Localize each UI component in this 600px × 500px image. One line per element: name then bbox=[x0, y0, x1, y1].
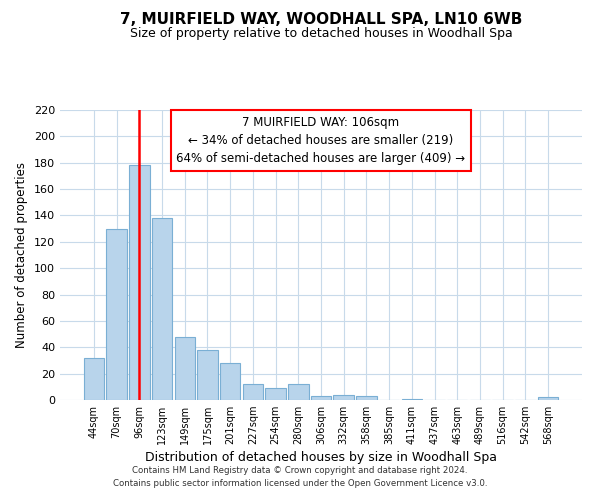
Bar bbox=[356, 396, 377, 400]
Bar bbox=[106, 228, 127, 400]
Bar bbox=[129, 166, 149, 400]
Bar bbox=[175, 336, 195, 400]
Bar bbox=[84, 358, 104, 400]
Bar bbox=[401, 398, 422, 400]
Bar bbox=[538, 398, 558, 400]
Bar bbox=[152, 218, 172, 400]
Bar bbox=[220, 363, 241, 400]
Y-axis label: Number of detached properties: Number of detached properties bbox=[16, 162, 28, 348]
Bar bbox=[265, 388, 286, 400]
Text: 7 MUIRFIELD WAY: 106sqm
← 34% of detached houses are smaller (219)
64% of semi-d: 7 MUIRFIELD WAY: 106sqm ← 34% of detache… bbox=[176, 116, 466, 165]
Bar bbox=[242, 384, 263, 400]
Text: Size of property relative to detached houses in Woodhall Spa: Size of property relative to detached ho… bbox=[130, 28, 512, 40]
Bar bbox=[311, 396, 331, 400]
Bar bbox=[197, 350, 218, 400]
Bar bbox=[288, 384, 308, 400]
Text: Distribution of detached houses by size in Woodhall Spa: Distribution of detached houses by size … bbox=[145, 451, 497, 464]
Text: Contains HM Land Registry data © Crown copyright and database right 2024.
Contai: Contains HM Land Registry data © Crown c… bbox=[113, 466, 487, 487]
Text: 7, MUIRFIELD WAY, WOODHALL SPA, LN10 6WB: 7, MUIRFIELD WAY, WOODHALL SPA, LN10 6WB bbox=[120, 12, 522, 28]
Bar bbox=[334, 394, 354, 400]
